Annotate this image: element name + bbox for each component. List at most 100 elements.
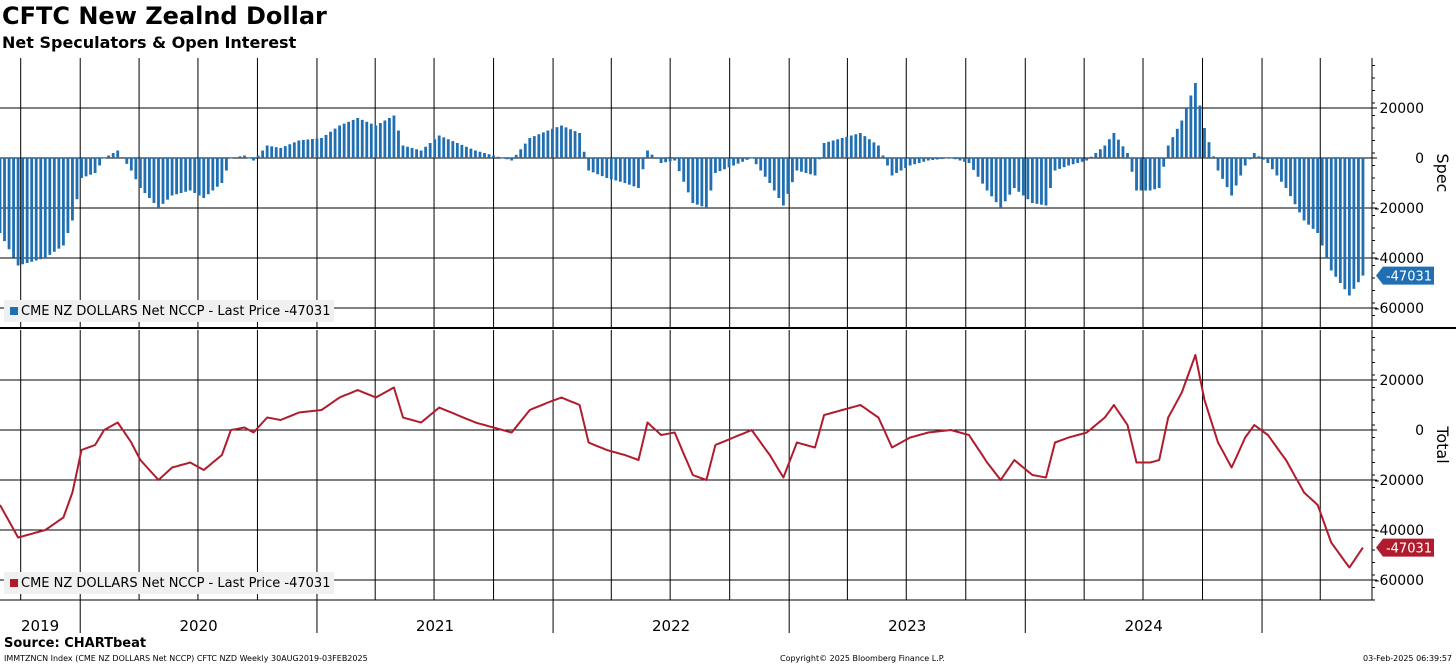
spec-bar xyxy=(406,146,409,158)
spec-bar xyxy=(161,158,165,204)
total-tick-label: -20000 xyxy=(1374,473,1424,489)
spec-bar xyxy=(1053,158,1057,171)
spec-bar xyxy=(229,158,233,159)
spec-bar xyxy=(442,137,446,158)
spec-bar xyxy=(772,158,776,191)
spec-bar xyxy=(1089,156,1093,158)
spec-bar xyxy=(125,158,129,164)
spec-bar xyxy=(1017,158,1021,192)
spec-bar xyxy=(93,158,97,173)
spec-bar xyxy=(1044,158,1048,206)
year-label: 2019 xyxy=(21,617,59,635)
spec-bar xyxy=(1112,133,1116,158)
spec-bar xyxy=(7,158,11,250)
spec-bar xyxy=(292,142,296,158)
spec-bar xyxy=(890,158,894,176)
spec-bar xyxy=(1058,158,1061,169)
spec-bar xyxy=(143,158,147,193)
footer-center: Copyright© 2025 Bloomberg Finance L.P. xyxy=(780,654,945,663)
spec-bar xyxy=(116,150,120,158)
x-axis: 2019 2020 2021 2022 2023 2024 xyxy=(0,327,1456,635)
spec-bar xyxy=(446,139,450,158)
total-panel: 20000 0 -20000 -40000 -60000 Total -47031 CME N… xyxy=(0,330,1452,601)
spec-bar xyxy=(483,153,486,158)
spec-bar xyxy=(831,140,835,158)
year-label: 2020 xyxy=(179,617,217,635)
spec-bar xyxy=(75,158,79,200)
spec-bar xyxy=(1284,158,1288,188)
spec-bar xyxy=(940,158,944,159)
spec-bar xyxy=(700,158,704,207)
spec-bar xyxy=(886,158,889,166)
spec-bar xyxy=(813,158,817,176)
spec-bar xyxy=(836,139,840,158)
spec-bar xyxy=(288,144,292,158)
spec-bar xyxy=(596,158,600,175)
spec-bar xyxy=(1144,158,1148,191)
spec-bar xyxy=(949,158,953,159)
spec-bar xyxy=(867,139,871,158)
spec-bar xyxy=(1162,158,1166,167)
spec-legend-box xyxy=(4,300,334,322)
spec-bar xyxy=(777,158,781,198)
spec-bar xyxy=(922,158,926,162)
spec-bar xyxy=(510,158,514,161)
spec-bar xyxy=(283,146,287,158)
spec-bar xyxy=(1080,158,1084,162)
spec-bar xyxy=(537,134,541,158)
spec-bar xyxy=(1180,120,1184,158)
spec-bar xyxy=(21,158,25,265)
spec-bar xyxy=(48,158,52,255)
spec-bar xyxy=(872,142,876,158)
spec-bar xyxy=(374,125,378,158)
spec-bar xyxy=(546,130,550,158)
spec-bar xyxy=(329,131,332,158)
total-tick-label: 0 xyxy=(1415,423,1424,439)
spec-bar xyxy=(1307,158,1311,225)
spec-bar xyxy=(863,136,867,158)
spec-bar xyxy=(881,155,885,158)
spec-bar xyxy=(71,158,74,221)
spec-bar xyxy=(1076,158,1080,163)
spec-bar xyxy=(1212,156,1215,158)
spec-bar xyxy=(614,158,618,181)
spec-bar xyxy=(682,158,686,182)
spec-bar xyxy=(677,158,681,172)
spec-bar xyxy=(827,141,831,158)
spec-bar xyxy=(451,141,455,158)
spec-bar xyxy=(1008,158,1012,195)
spec-bar xyxy=(1248,158,1252,160)
spec-axis-title: Spec xyxy=(1433,154,1452,193)
spec-bar xyxy=(1062,158,1066,168)
spec-bar xyxy=(0,158,2,233)
spec-bar xyxy=(1148,158,1152,191)
spec-bar xyxy=(1361,158,1365,276)
spec-bar xyxy=(1311,158,1315,229)
spec-bar xyxy=(718,158,722,172)
spec-bar xyxy=(43,158,47,258)
spec-bar xyxy=(822,143,826,158)
spec-bar xyxy=(800,158,803,172)
spec-bar xyxy=(1121,146,1125,158)
spec-bar xyxy=(80,158,83,178)
spec-bar xyxy=(383,120,387,158)
spec-bar xyxy=(854,134,858,158)
spec-bar xyxy=(605,158,609,178)
spec-bar xyxy=(695,158,699,205)
spec-bar xyxy=(1126,153,1129,158)
spec-bar xyxy=(609,158,613,180)
spec-bar xyxy=(1302,158,1306,221)
spec-bar xyxy=(243,155,246,158)
spec-bar xyxy=(1270,158,1274,170)
spec-bar xyxy=(704,158,708,208)
spec-bar xyxy=(1261,158,1265,160)
spec-bar xyxy=(935,158,939,160)
spec-bar xyxy=(668,158,672,162)
spec-bar xyxy=(1239,158,1243,176)
spec-bar xyxy=(84,158,88,177)
spec-bar xyxy=(98,158,102,166)
spec-bar xyxy=(981,158,984,184)
spec-bar xyxy=(34,158,38,261)
spec-bar xyxy=(573,131,577,158)
